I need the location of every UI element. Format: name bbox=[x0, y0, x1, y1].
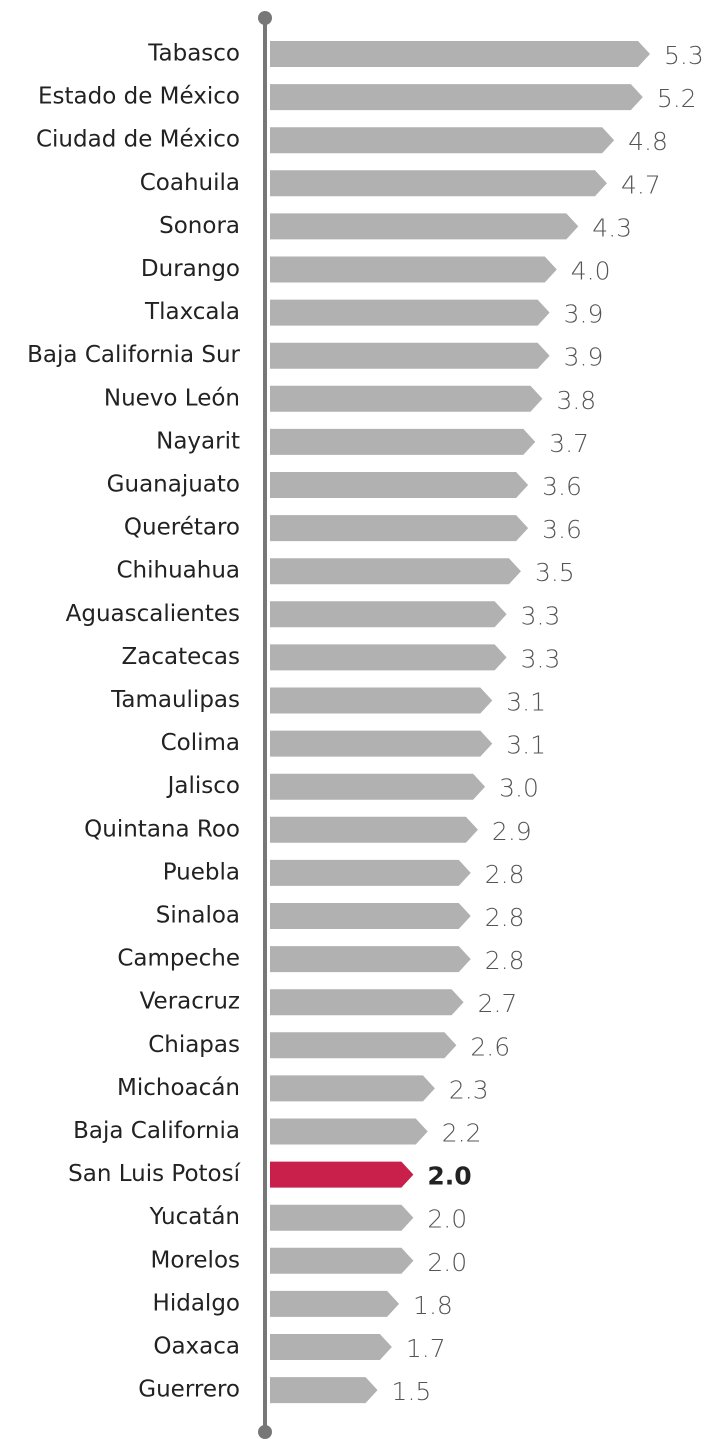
value-label: 4.3 bbox=[592, 213, 632, 242]
value-label: 3.6 bbox=[542, 472, 582, 501]
category-label: Campeche bbox=[117, 946, 240, 972]
category-label: Guerrero bbox=[138, 1377, 240, 1403]
value-label: 2.6 bbox=[470, 1032, 510, 1061]
category-label: Nuevo León bbox=[104, 385, 240, 411]
value-label: 3.6 bbox=[542, 515, 582, 544]
bar bbox=[270, 170, 607, 197]
bar bbox=[270, 1161, 414, 1188]
category-label: Michoacán bbox=[117, 1075, 240, 1101]
bar bbox=[270, 299, 550, 326]
bar bbox=[270, 1334, 392, 1360]
bar bbox=[270, 213, 579, 240]
value-label: 5.3 bbox=[664, 41, 704, 70]
bar bbox=[270, 515, 529, 542]
value-label: 2.9 bbox=[492, 817, 532, 846]
category-label: Sonora bbox=[159, 213, 240, 239]
category-label: Ciudad de México bbox=[36, 127, 240, 153]
bar bbox=[270, 773, 486, 800]
value-label: 3.1 bbox=[506, 731, 546, 760]
bar bbox=[270, 428, 536, 455]
value-label: 1.7 bbox=[406, 1334, 446, 1363]
value-label: 2.0 bbox=[427, 1248, 467, 1277]
category-label: Tlaxcala bbox=[144, 299, 240, 325]
bar bbox=[270, 472, 529, 498]
value-label: 2.7 bbox=[478, 989, 518, 1018]
value-label: 2.8 bbox=[485, 946, 525, 975]
bar bbox=[270, 1247, 414, 1274]
bar bbox=[270, 342, 550, 369]
value-label: 5.2 bbox=[657, 84, 697, 113]
bar bbox=[270, 1290, 400, 1317]
category-label: Colima bbox=[161, 730, 240, 756]
bar bbox=[270, 1118, 428, 1145]
value-label: 3.9 bbox=[564, 300, 604, 329]
axis-cap bbox=[258, 11, 272, 25]
category-label: Aguascalientes bbox=[66, 601, 240, 627]
category-label: Sinaloa bbox=[156, 903, 240, 929]
category-label: Tamaulipas bbox=[110, 687, 240, 713]
category-label: Morelos bbox=[151, 1247, 240, 1273]
bar bbox=[270, 601, 507, 628]
category-label: Veracruz bbox=[140, 989, 240, 1015]
value-label: 2.3 bbox=[449, 1075, 489, 1104]
bar bbox=[270, 1377, 378, 1404]
category-label: Jalisco bbox=[166, 773, 240, 799]
bar bbox=[270, 730, 493, 757]
value-label: 3.3 bbox=[521, 601, 561, 630]
category-label: Baja California Sur bbox=[27, 342, 240, 368]
bar bbox=[270, 385, 543, 412]
category-label: Quintana Roo bbox=[84, 816, 240, 842]
category-label: Yucatán bbox=[149, 1204, 240, 1230]
category-label: Nayarit bbox=[156, 428, 240, 454]
category-label: Chiapas bbox=[148, 1032, 240, 1058]
value-label: 3.5 bbox=[535, 558, 575, 587]
value-label: 2.0 bbox=[427, 1162, 471, 1191]
category-label: Oaxaca bbox=[153, 1334, 240, 1360]
value-label: 1.5 bbox=[392, 1377, 432, 1406]
category-label: San Luis Potosí bbox=[68, 1161, 240, 1187]
value-label: 3.1 bbox=[506, 688, 546, 717]
bar bbox=[270, 859, 471, 886]
value-label: 3.7 bbox=[549, 429, 589, 458]
value-label: 2.0 bbox=[427, 1205, 467, 1234]
value-label: 4.7 bbox=[621, 170, 661, 199]
bar bbox=[270, 1204, 414, 1231]
category-label: Durango bbox=[141, 256, 240, 282]
value-label: 2.8 bbox=[485, 860, 525, 889]
value-label: 1.8 bbox=[413, 1291, 453, 1320]
category-label: Tabasco bbox=[147, 41, 240, 67]
bar bbox=[270, 84, 643, 111]
value-label: 4.8 bbox=[628, 127, 668, 156]
value-label: 4.0 bbox=[571, 257, 611, 286]
category-label: Chihuahua bbox=[116, 558, 240, 584]
value-label: 3.0 bbox=[499, 774, 539, 803]
bar bbox=[270, 903, 471, 929]
category-label: Coahuila bbox=[140, 170, 240, 196]
category-label: Hidalgo bbox=[153, 1290, 240, 1316]
category-label: Puebla bbox=[163, 859, 240, 885]
category-label: Baja California bbox=[73, 1118, 240, 1144]
bar bbox=[270, 946, 471, 973]
bar bbox=[270, 558, 521, 585]
bar bbox=[270, 1032, 457, 1059]
bar bbox=[270, 1075, 435, 1102]
bar bbox=[270, 687, 493, 714]
value-label: 3.9 bbox=[564, 343, 604, 372]
value-label: 2.2 bbox=[442, 1119, 482, 1148]
category-label: Querétaro bbox=[124, 515, 240, 541]
bar bbox=[270, 41, 650, 67]
value-label: 3.3 bbox=[521, 644, 561, 673]
value-label: 2.8 bbox=[485, 903, 525, 932]
bar bbox=[270, 256, 557, 283]
bar bbox=[270, 127, 615, 154]
category-label: Zacatecas bbox=[122, 644, 240, 670]
category-label: Estado de México bbox=[38, 84, 240, 110]
bar bbox=[270, 816, 478, 843]
bar bbox=[270, 989, 464, 1016]
bar bbox=[270, 644, 507, 671]
category-label: Guanajuato bbox=[107, 472, 240, 498]
value-label: 3.8 bbox=[556, 386, 596, 415]
axis-cap bbox=[258, 1425, 272, 1439]
